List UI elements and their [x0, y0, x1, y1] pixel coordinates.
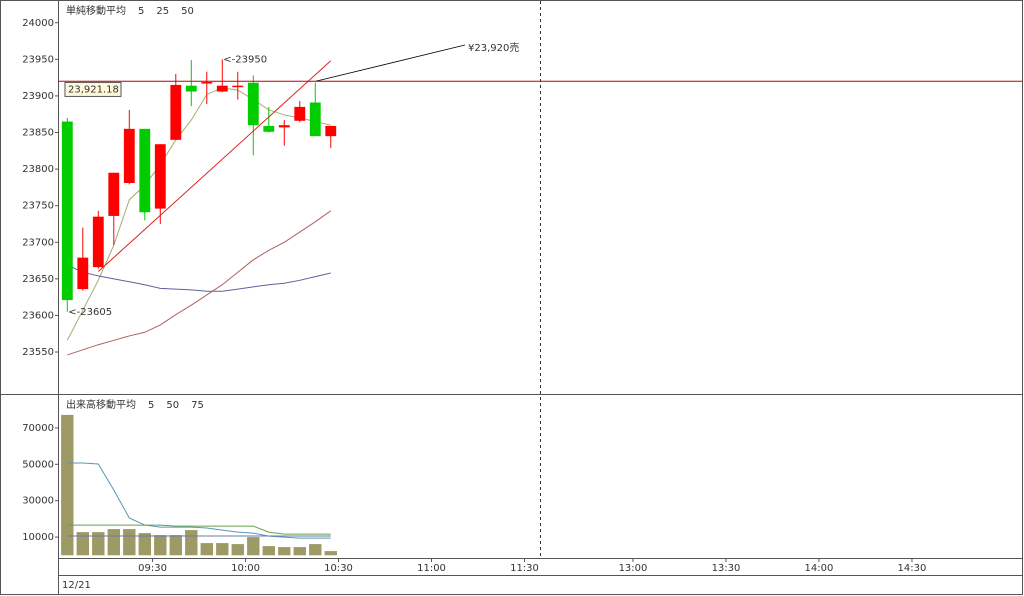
y-tick-label: 23900 — [22, 91, 54, 102]
candle-body — [325, 125, 337, 137]
date-label: 12/21 — [62, 580, 91, 591]
ma-line — [67, 264, 331, 292]
legend-title: 単純移動平均 — [66, 4, 126, 17]
y-tick-label: 30000 — [22, 496, 54, 507]
x-tick-label: 11:00 — [417, 563, 446, 574]
volume-bar — [293, 547, 306, 556]
candle-body — [263, 125, 275, 132]
candle-body — [123, 128, 135, 183]
candle-body — [154, 144, 166, 209]
volume-bar — [231, 544, 244, 556]
x-tick-label: 11:30 — [510, 563, 539, 574]
candle-body — [278, 125, 290, 128]
y-tick-label: 23850 — [22, 128, 54, 139]
x-tick-label: 13:00 — [619, 563, 648, 574]
candle-body — [294, 106, 306, 121]
legend-entry: 50 — [166, 400, 179, 411]
volume-bar — [61, 414, 74, 556]
candle-body — [201, 82, 213, 84]
y-tick-label: 10000 — [22, 532, 54, 543]
x-tick-label: 10:30 — [324, 563, 353, 574]
candle-body — [61, 121, 73, 301]
y-tick-label: 50000 — [22, 459, 54, 470]
legend-entry: 50 — [181, 6, 194, 17]
candle-body — [77, 257, 89, 290]
x-tick-label: 13:30 — [712, 563, 741, 574]
candle-body — [232, 85, 244, 88]
volume-bar — [154, 535, 167, 556]
volume-bar — [262, 546, 275, 556]
volume-bar — [247, 537, 260, 556]
volume-bar — [185, 530, 198, 556]
volume-bar — [216, 543, 229, 556]
ma-line — [66, 87, 331, 341]
ma-line — [67, 462, 331, 539]
candle-body — [309, 102, 321, 137]
ma-line — [67, 524, 331, 535]
annotation: <-23950 — [223, 54, 267, 65]
volume-bar — [123, 529, 136, 556]
volume-bar — [278, 547, 291, 556]
annotation: <-23605 — [68, 307, 112, 318]
volume-bar — [169, 535, 182, 556]
legend-entry: 75 — [191, 400, 204, 411]
candle-body — [216, 85, 228, 92]
ma-line — [67, 210, 332, 356]
volume-bar — [76, 532, 89, 556]
y-tick-label: 23950 — [22, 54, 54, 65]
price-marker-box — [64, 81, 122, 97]
plot-layer: 23550 23600 23650 23700 23750 23800 23850 23900… — [22, 4, 1022, 574]
candle-body — [185, 85, 197, 92]
legend-entry: 25 — [156, 6, 169, 17]
candle-body — [108, 172, 120, 216]
volume-bar — [200, 543, 213, 556]
volume-bar — [309, 544, 322, 556]
candle-body — [92, 216, 104, 268]
y-tick-label: 23750 — [22, 201, 54, 212]
y-tick-label: 23800 — [22, 164, 54, 175]
volume-bar — [324, 551, 337, 556]
candle-body — [170, 84, 182, 140]
legend-entry: 5 — [148, 400, 154, 411]
trendline — [97, 60, 332, 272]
x-tick-label: 14:30 — [898, 563, 927, 574]
candle-body — [247, 82, 259, 126]
legend-entry: 5 — [138, 6, 144, 17]
y-tick-label: 23600 — [22, 310, 54, 321]
y-tick-label: 23700 — [22, 237, 54, 248]
price-marker-label: 23,921.18 — [68, 84, 119, 95]
y-tick-label: 24000 — [22, 18, 54, 29]
x-tick-label: 14:00 — [805, 563, 834, 574]
y-tick-label: 70000 — [22, 423, 54, 434]
volume-bar — [92, 532, 105, 556]
y-tick-label: 23650 — [22, 274, 54, 285]
volume-bar — [107, 529, 120, 556]
order-callout — [315, 44, 466, 82]
x-tick-label: 09:30 — [138, 563, 167, 574]
legend-title: 出来高移動平均 — [66, 398, 136, 411]
y-tick-label: 23550 — [22, 347, 54, 358]
order-label: ¥23,920売 — [468, 41, 519, 54]
x-tick-label: 10:00 — [231, 563, 260, 574]
candle-body — [139, 128, 151, 213]
volume-bar — [138, 533, 151, 556]
